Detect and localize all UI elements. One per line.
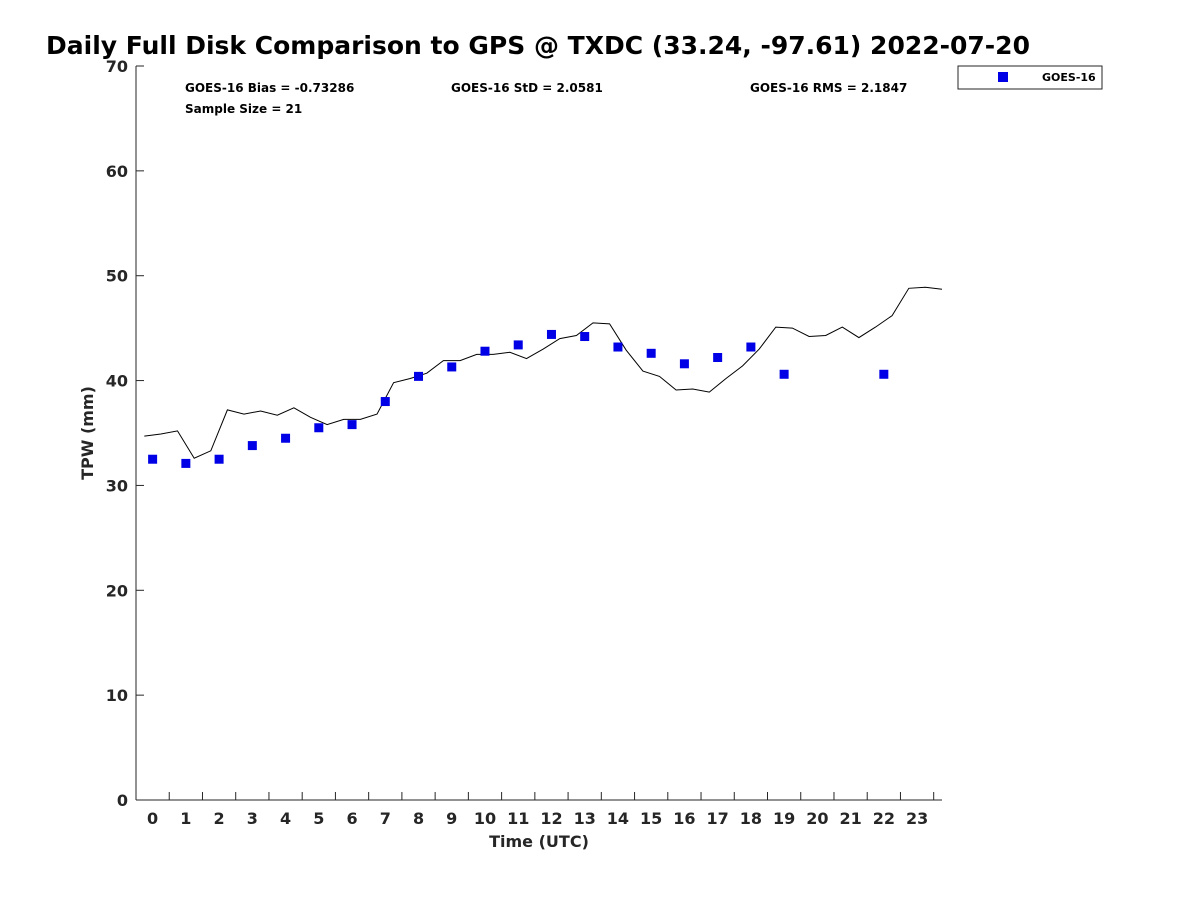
x-tick-label: 7 (380, 809, 391, 828)
stat-std: GOES-16 StD = 2.0581 (451, 81, 603, 95)
x-tick-label: 3 (247, 809, 258, 828)
goes16-point (214, 454, 224, 464)
x-tick-label: 6 (346, 809, 357, 828)
x-tick-label: 15 (640, 809, 662, 828)
x-tick-label: 10 (474, 809, 496, 828)
goes16-point (181, 458, 191, 468)
y-tick-label: 70 (106, 57, 128, 76)
y-tick-label: 60 (106, 162, 128, 181)
x-tick-label: 4 (280, 809, 291, 828)
goes16-point (679, 359, 689, 369)
goes16-point (148, 454, 158, 464)
x-tick-label: 23 (906, 809, 928, 828)
y-tick-label: 20 (106, 581, 128, 600)
x-tick-label: 0 (147, 809, 158, 828)
stat-sample-size: Sample Size = 21 (185, 102, 302, 116)
x-tick-label: 11 (507, 809, 529, 828)
y-tick-label: 50 (106, 267, 128, 286)
goes16-point (779, 369, 789, 379)
x-tick-label: 8 (413, 809, 424, 828)
goes16-point (414, 371, 424, 381)
y-axis-ticks: 0 10 20 30 40 50 60 70 (106, 57, 144, 810)
legend-label-goes16: GOES-16 (1042, 71, 1096, 84)
plot-area (135, 66, 942, 801)
legend-marker-goes16 (998, 72, 1008, 82)
x-tick-label: 9 (446, 809, 457, 828)
x-tick-label: 19 (773, 809, 795, 828)
x-tick-label: 12 (540, 809, 562, 828)
y-axis-label: TPW (mm) (78, 386, 97, 480)
x-tick-label: 18 (740, 809, 762, 828)
y-tick-label: 10 (106, 686, 128, 705)
goes16-point (746, 342, 756, 352)
gps-tpw-line (144, 286, 943, 459)
x-tick-label: 13 (574, 809, 596, 828)
y-tick-label: 0 (117, 791, 128, 810)
goes16-point (480, 346, 490, 356)
goes16-point (380, 397, 390, 407)
stat-bias: GOES-16 Bias = -0.73286 (185, 81, 354, 95)
x-tick-label: 2 (214, 809, 225, 828)
chart-title: Daily Full Disk Comparison to GPS @ TXDC… (46, 31, 1030, 60)
goes16-point (580, 332, 590, 342)
x-tick-label: 16 (673, 809, 695, 828)
goes16-point (513, 340, 523, 350)
x-tick-label: 17 (707, 809, 729, 828)
x-tick-label: 1 (180, 809, 191, 828)
goes16-point (314, 423, 324, 433)
legend: GOES-16 (957, 65, 1103, 90)
x-tick-label: 22 (873, 809, 895, 828)
y-tick-label: 30 (106, 476, 128, 495)
y-tick-label: 40 (106, 372, 128, 391)
goes16-point (447, 362, 457, 372)
goes16-point (613, 342, 623, 352)
stat-rms: GOES-16 RMS = 2.1847 (750, 81, 907, 95)
x-axis-ticks: 0 1 2 3 4 5 6 7 8 9 10 11 12 13 14 15 16 17 18 19 20 21 22 23 (147, 792, 935, 828)
goes16-point (646, 348, 656, 358)
series-layer (144, 286, 943, 468)
legend-box (957, 65, 1103, 90)
goes16-point (713, 353, 723, 363)
x-tick-label: 14 (607, 809, 629, 828)
x-tick-label: 5 (313, 809, 324, 828)
goes16-point (546, 329, 556, 339)
goes16-point (879, 369, 889, 379)
x-tick-label: 21 (839, 809, 861, 828)
x-tick-label: 20 (806, 809, 828, 828)
goes16-point (247, 441, 257, 451)
goes16-point (347, 420, 357, 430)
x-axis-label: Time (UTC) (489, 832, 589, 851)
goes16-point (281, 433, 291, 443)
